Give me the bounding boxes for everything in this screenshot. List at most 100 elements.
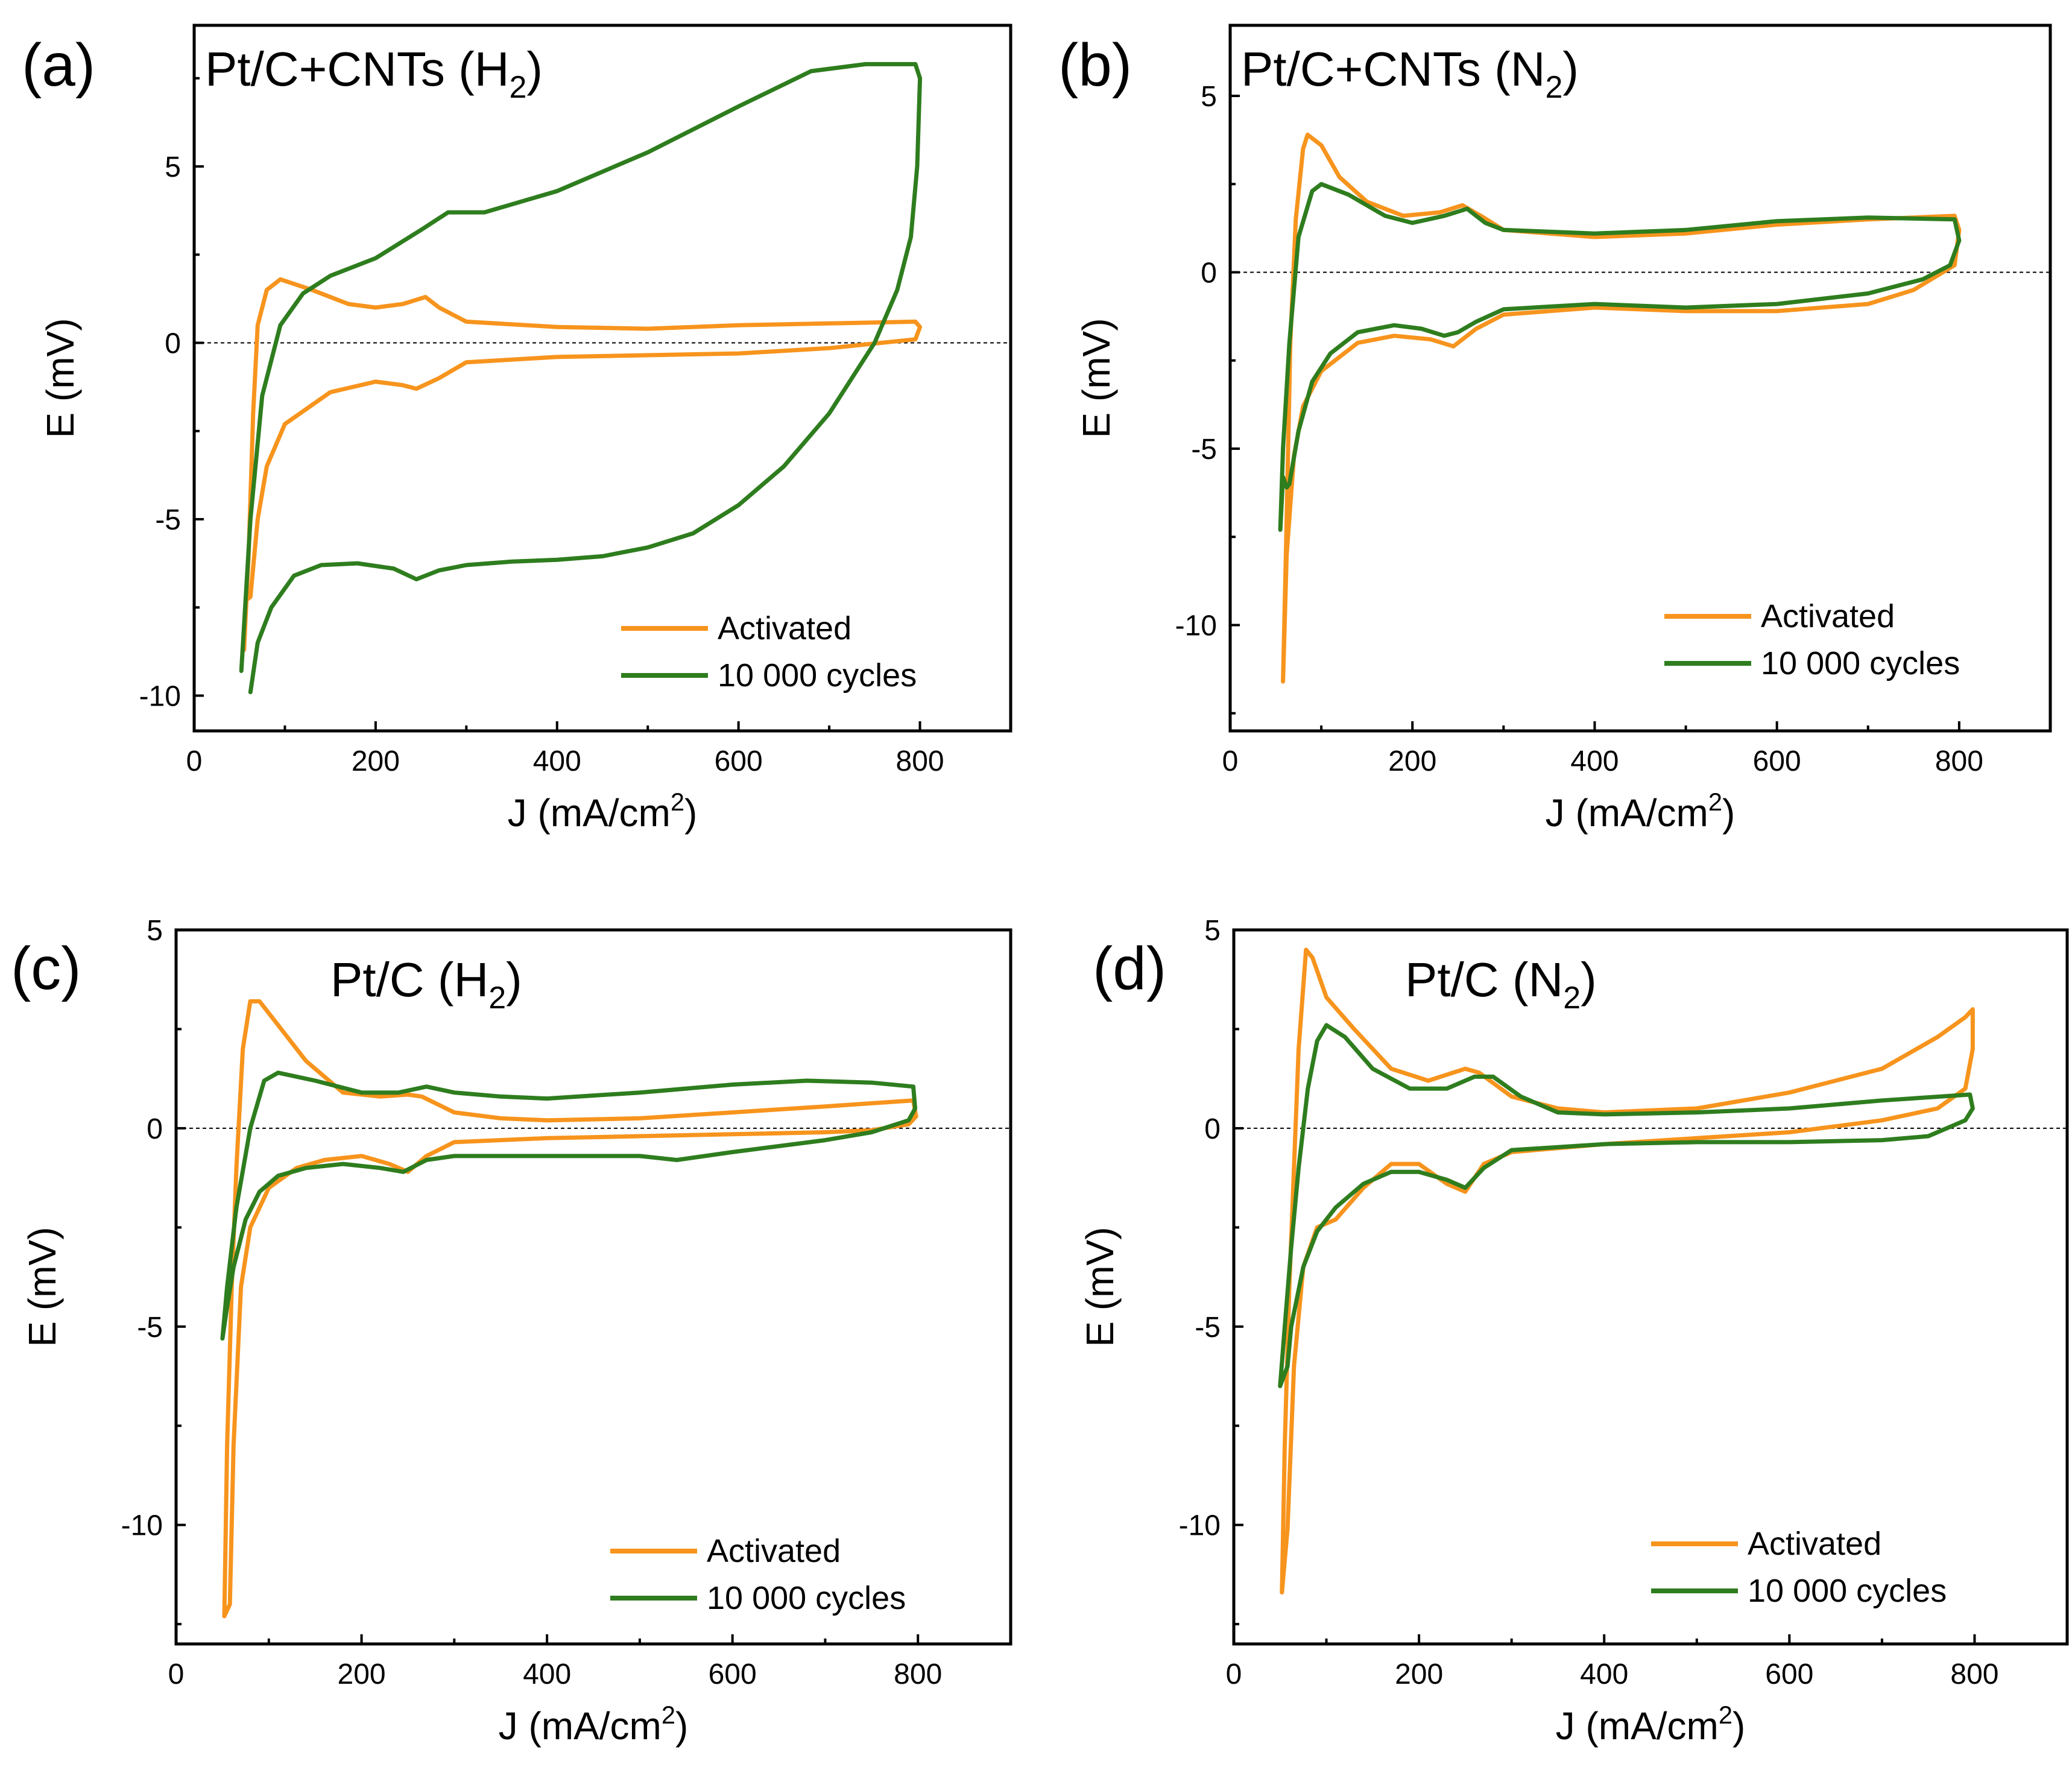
y-tick-label: -10 bbox=[121, 1510, 163, 1542]
x-tick-label: 0 bbox=[168, 1658, 185, 1690]
y-tick-label: -10 bbox=[1175, 610, 1217, 642]
x-tick-label: 200 bbox=[1388, 745, 1436, 777]
y-axis-label: E (mV) bbox=[39, 318, 82, 438]
x-axis-label-text: J (mA/cm bbox=[499, 1704, 662, 1748]
y-tick-label: -10 bbox=[1179, 1510, 1221, 1542]
panel-title: Pt/C+CNTs (H2) bbox=[205, 42, 543, 105]
legend-label-activated: Activated bbox=[707, 1533, 841, 1569]
y-tick-label: -5 bbox=[1191, 434, 1217, 466]
y-axis-label: E (mV) bbox=[1075, 318, 1118, 438]
x-axis-label-suffix: ) bbox=[675, 1704, 688, 1748]
series-line-cycles bbox=[1278, 182, 1962, 532]
plot-frame bbox=[192, 24, 1012, 733]
y-tick-label: -5 bbox=[1195, 1312, 1221, 1344]
y-tick-label: 0 bbox=[1201, 258, 1217, 289]
legend-label-activated: Activated bbox=[718, 610, 851, 646]
plot-frame bbox=[1232, 928, 2069, 1646]
panel-title-subscript: 2 bbox=[510, 70, 527, 105]
panel-title-suffix: ) bbox=[1562, 42, 1579, 96]
panel-title: Pt/C+CNTs (N2) bbox=[1241, 42, 1579, 105]
legend-label-activated: Activated bbox=[1761, 598, 1895, 634]
x-axis-label-superscript: 2 bbox=[1719, 1701, 1732, 1729]
series-line-cycles bbox=[220, 1070, 918, 1341]
panel-title-subscript: 2 bbox=[488, 981, 506, 1016]
x-tick-label: 400 bbox=[523, 1658, 571, 1690]
panel-title-text: Pt/C+CNTs (N bbox=[1241, 42, 1546, 96]
x-axis-label: J (mA/cm2) bbox=[1546, 788, 1736, 835]
plot-frame bbox=[174, 928, 1012, 1646]
panel-title-suffix: ) bbox=[1581, 953, 1597, 1007]
x-axis-label-suffix: ) bbox=[684, 791, 697, 835]
x-axis-label-text: J (mA/cm bbox=[508, 791, 671, 835]
x-axis-label-superscript: 2 bbox=[671, 788, 684, 816]
panel-title-suffix: ) bbox=[526, 42, 543, 96]
x-axis-label-superscript: 2 bbox=[662, 1701, 675, 1729]
x-tick-label: 0 bbox=[1226, 1658, 1242, 1690]
x-tick-label: 200 bbox=[352, 745, 400, 777]
x-axis-label: J (mA/cm2) bbox=[508, 788, 698, 835]
x-tick-label: 600 bbox=[709, 1658, 757, 1690]
series-line-activated bbox=[222, 999, 918, 1619]
y-tick-label: -10 bbox=[139, 681, 181, 713]
plot-frame bbox=[1228, 24, 2052, 733]
x-axis-label-text: J (mA/cm bbox=[1546, 791, 1708, 835]
y-tick-label: 0 bbox=[147, 1113, 163, 1145]
x-tick-label: 200 bbox=[1395, 1658, 1443, 1690]
x-tick-label: 800 bbox=[1935, 745, 1983, 777]
panel-letter: (c) bbox=[11, 935, 81, 1002]
series-line-activated bbox=[1280, 947, 1975, 1594]
panel-title-text: Pt/C+CNTs (H bbox=[205, 42, 510, 96]
panel-letter: (b) bbox=[1058, 31, 1132, 99]
x-tick-label: 200 bbox=[338, 1658, 386, 1690]
panel-title: Pt/C (N2) bbox=[1405, 953, 1597, 1016]
panel-title-suffix: ) bbox=[506, 953, 522, 1007]
legend-label-cycles: 10 000 cycles bbox=[1761, 645, 1960, 681]
legend-label-cycles: 10 000 cycles bbox=[1748, 1573, 1947, 1609]
y-tick-label: -5 bbox=[137, 1312, 163, 1344]
y-axis-label: E (mV) bbox=[1078, 1227, 1122, 1347]
panel-letter: (d) bbox=[1093, 935, 1166, 1002]
y-tick-label: 5 bbox=[1201, 81, 1217, 113]
y-tick-label: 5 bbox=[1204, 915, 1221, 947]
x-axis-label: J (mA/cm2) bbox=[1556, 1701, 1746, 1748]
y-axis-label: E (mV) bbox=[21, 1227, 64, 1347]
x-tick-label: 800 bbox=[896, 745, 944, 777]
y-tick-label: 0 bbox=[1204, 1113, 1221, 1145]
legend-label-cycles: 10 000 cycles bbox=[718, 657, 917, 694]
panel-title-text: Pt/C (N bbox=[1405, 953, 1563, 1007]
series-line-cycles bbox=[239, 62, 923, 695]
x-tick-label: 800 bbox=[1950, 1658, 1998, 1690]
series-line-activated bbox=[242, 277, 923, 652]
series-line-activated bbox=[1281, 132, 1962, 684]
panel-title-subscript: 2 bbox=[1563, 981, 1581, 1016]
x-tick-label: 600 bbox=[715, 745, 763, 777]
x-axis-label: J (mA/cm2) bbox=[499, 1701, 689, 1748]
x-axis-label-text: J (mA/cm bbox=[1556, 1704, 1719, 1748]
panel-title-text: Pt/C (H bbox=[330, 953, 488, 1007]
x-tick-label: 800 bbox=[894, 1658, 942, 1690]
x-tick-label: 0 bbox=[1222, 745, 1239, 777]
x-tick-label: 600 bbox=[1765, 1658, 1813, 1690]
x-tick-label: 400 bbox=[533, 745, 581, 777]
y-tick-label: 5 bbox=[165, 151, 181, 183]
x-axis-label-suffix: ) bbox=[1722, 791, 1735, 835]
x-tick-label: 600 bbox=[1753, 745, 1801, 777]
panel-title-subscript: 2 bbox=[1546, 70, 1563, 105]
x-tick-label: 400 bbox=[1570, 745, 1619, 777]
panel-letter: (a) bbox=[22, 31, 95, 99]
legend-label-cycles: 10 000 cycles bbox=[707, 1580, 906, 1616]
x-tick-label: 0 bbox=[186, 745, 203, 777]
x-axis-label-superscript: 2 bbox=[1708, 788, 1722, 816]
panel-title: Pt/C (H2) bbox=[330, 953, 522, 1016]
legend-label-activated: Activated bbox=[1748, 1526, 1881, 1562]
y-tick-label: 0 bbox=[165, 328, 181, 360]
y-tick-label: 5 bbox=[147, 915, 163, 947]
x-tick-label: 400 bbox=[1580, 1658, 1628, 1690]
x-axis-label-suffix: ) bbox=[1732, 1704, 1745, 1748]
y-tick-label: -5 bbox=[155, 504, 181, 536]
